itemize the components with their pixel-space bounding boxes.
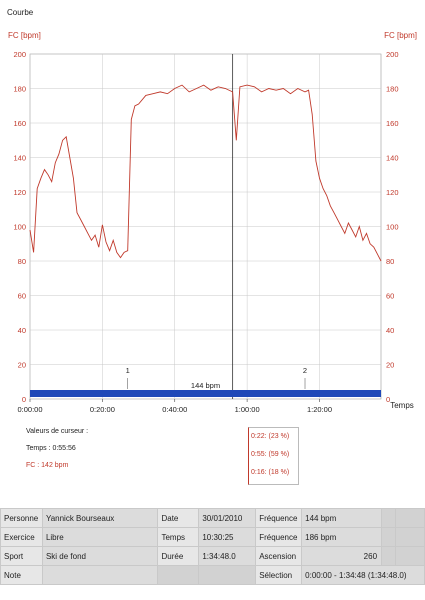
table-cell: Fréquence (255, 508, 303, 528)
table-cell: Sport (0, 546, 43, 566)
table-cell (381, 546, 396, 566)
table-cell (381, 508, 396, 528)
cursor-values-panel: Valeurs de curseur : Temps : 0:55:56 FC … (26, 423, 88, 474)
table-cell (395, 546, 425, 566)
table-cell (395, 508, 425, 528)
zone-row: 0:16: (18 %) (251, 469, 290, 476)
y-tick-label-right: 100 (386, 223, 399, 232)
table-cell: Yannick Bourseaux (41, 508, 159, 528)
y-tick-label-right: 0 (386, 395, 390, 404)
y-tick-label-right: 140 (386, 154, 399, 163)
table-cell: 0:00:00 - 1:34:48 (1:34:48.0) (301, 565, 425, 585)
table-cell (395, 527, 425, 547)
y-tick-label-left: 40 (18, 326, 26, 335)
window-title: Courbe (7, 8, 34, 17)
table-row: Exercice Libre Temps 10:30:25 Fréquence … (0, 527, 425, 547)
session-info-table: Personne Yannick Bourseaux Date 30/01/20… (0, 508, 425, 585)
average-label: 144 bpm (191, 381, 220, 390)
x-axis-title: Temps (390, 401, 414, 410)
y-tick-label-left: 180 (13, 85, 26, 94)
y-tick-label-left: 60 (18, 292, 26, 301)
cursor-fc: FC : 142 bpm (26, 462, 69, 469)
table-row: Personne Yannick Bourseaux Date 30/01/20… (0, 508, 425, 528)
table-cell: Libre (41, 527, 159, 547)
table-cell: Exercice (0, 527, 43, 547)
y-tick-label-left: 80 (18, 257, 26, 266)
table-cell (198, 565, 257, 585)
table-cell (381, 527, 396, 547)
y-tick-label-right: 60 (386, 292, 394, 301)
x-tick-label: 1:20:00 (307, 405, 332, 414)
x-tick-label: 0:20:00 (90, 405, 115, 414)
table-cell: Fréquence (255, 527, 303, 547)
lap-marker-label: 2 (303, 366, 307, 375)
table-cell: 144 bpm (301, 508, 383, 528)
zones-panel: 0:22: (23 %) 0:55: (59 %) 0:16: (18 %) (248, 427, 299, 485)
y-tick-label-left: 160 (13, 119, 26, 128)
y-tick-label-left: 100 (13, 223, 26, 232)
y-tick-label-left: 140 (13, 154, 26, 163)
table-cell: 260 (301, 546, 383, 566)
y-axis-title-right: FC [bpm] (384, 31, 417, 40)
y-tick-label-right: 80 (386, 257, 394, 266)
table-row: Note Sélection 0:00:00 - 1:34:48 (1:34:4… (0, 565, 425, 585)
table-cell: Date (157, 508, 200, 528)
y-axis-title-left: FC [bpm] (8, 31, 41, 40)
table-cell: Temps (157, 527, 200, 547)
zone-row: 0:22: (23 %) (251, 433, 290, 440)
table-cell (157, 565, 200, 585)
y-tick-label-right: 40 (386, 326, 394, 335)
table-cell: 186 bpm (301, 527, 383, 547)
table-cell: Note (0, 565, 43, 585)
heart-rate-series-line (29, 84, 382, 262)
y-tick-label-left: 200 (13, 50, 26, 59)
heart-rate-chart[interactable]: 0 0 20 20 40 40 60 60 80 80 100 100 120 120 140 140 160 1… (0, 0, 425, 420)
y-tick-label-right: 20 (386, 361, 394, 370)
lap-marker-label: 1 (126, 366, 130, 375)
cursor-title: Valeurs de curseur : (26, 428, 89, 435)
zone-row: 0:55: (59 %) (251, 451, 290, 458)
y-tick-label-right: 120 (386, 188, 399, 197)
x-tick-label: 1:00:00 (235, 405, 260, 414)
table-cell: 30/01/2010 (198, 508, 257, 528)
cursor-time: Temps : 0:55:56 (26, 445, 76, 452)
x-tick-label: 0:40:00 (162, 405, 187, 414)
y-tick-label-right: 200 (386, 50, 399, 59)
y-tick-label-right: 160 (386, 119, 399, 128)
y-tick-label-right: 180 (386, 85, 399, 94)
y-tick-label-left: 120 (13, 188, 26, 197)
table-cell: Sélection (255, 565, 303, 585)
table-cell: Ascension (255, 546, 303, 566)
table-cell: Personne (0, 508, 43, 528)
y-tick-label-left: 0 (22, 395, 26, 404)
table-row: Sport Ski de fond Durée 1:34:48.0 Ascens… (0, 546, 425, 566)
x-tick-label: 0:00:00 (17, 405, 42, 414)
table-cell: Durée (157, 546, 200, 566)
table-cell: Ski de fond (41, 546, 159, 566)
table-cell: 1:34:48.0 (198, 546, 257, 566)
average-bar (30, 390, 381, 397)
table-cell (41, 565, 159, 585)
y-tick-label-left: 20 (18, 361, 26, 370)
table-cell: 10:30:25 (198, 527, 257, 547)
